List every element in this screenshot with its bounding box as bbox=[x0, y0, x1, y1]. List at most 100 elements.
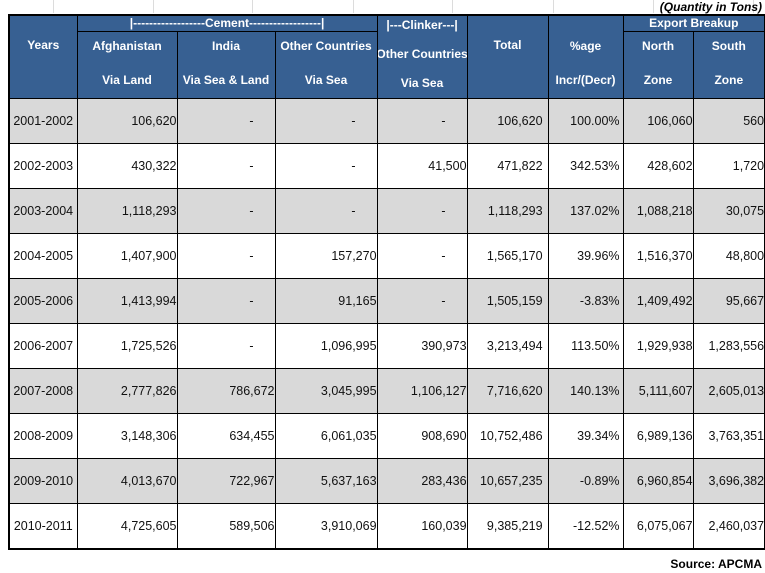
table-row: 2008-2009 3,148,306 634,455 6,061,035 908,69… bbox=[8, 413, 765, 459]
value-cell: - bbox=[274, 143, 378, 189]
value-cell: 722,967 bbox=[176, 458, 276, 504]
value-cell: 1,720 bbox=[692, 143, 765, 189]
value-cell: 1,283,556 bbox=[692, 323, 765, 369]
value-cell: 160,039 bbox=[376, 503, 468, 549]
value-cell: 10,657,235 bbox=[466, 458, 549, 504]
value-cell: 106,620 bbox=[466, 98, 549, 144]
north-zone-label: Zone bbox=[643, 73, 673, 87]
gridline bbox=[653, 0, 654, 13]
col-header-percentage: %age Incr/(Decr) bbox=[547, 14, 624, 99]
other-countries-label: Other Countries bbox=[280, 39, 372, 53]
value-cell: - bbox=[376, 188, 468, 234]
value-cell: 39.34% bbox=[547, 413, 624, 459]
value-cell: 1,413,994 bbox=[76, 278, 178, 324]
year-cell: 2009-2010 bbox=[8, 458, 78, 504]
value-cell: 30,075 bbox=[692, 188, 765, 234]
value-cell: 7,716,620 bbox=[466, 368, 549, 414]
value-cell: 2,605,013 bbox=[692, 368, 765, 414]
cement-export-table: Years |------------------Cement---------… bbox=[8, 14, 765, 550]
value-cell: 283,436 bbox=[376, 458, 468, 504]
year-cell: 2006-2007 bbox=[8, 323, 78, 369]
year-cell: 2004-2005 bbox=[8, 233, 78, 279]
value-cell: - bbox=[376, 278, 468, 324]
value-cell: - bbox=[274, 98, 378, 144]
value-cell: 2,777,826 bbox=[76, 368, 178, 414]
col-header-south-zone: South Zone bbox=[692, 31, 765, 99]
col-header-india: India Via Sea & Land bbox=[176, 31, 276, 99]
value-cell: 634,455 bbox=[176, 413, 276, 459]
clinker-via-label: Via Sea bbox=[400, 76, 444, 90]
value-cell: -3.83% bbox=[547, 278, 624, 324]
value-cell: 430,322 bbox=[76, 143, 178, 189]
table-row: 2007-2008 2,777,826 786,672 3,045,995 1,106,… bbox=[8, 368, 765, 414]
value-cell: 3,763,351 bbox=[692, 413, 765, 459]
value-cell: 589,506 bbox=[176, 503, 276, 549]
value-cell: 6,989,136 bbox=[622, 413, 694, 459]
value-cell: 6,061,035 bbox=[274, 413, 378, 459]
col-header-north-zone: North Zone bbox=[622, 31, 694, 99]
source-note: Source: APCMA bbox=[670, 557, 762, 571]
value-cell: 106,060 bbox=[622, 98, 694, 144]
south-zone-label: Zone bbox=[714, 73, 744, 87]
gridline bbox=[353, 0, 354, 13]
value-cell: 113.50% bbox=[547, 323, 624, 369]
value-cell: 100.00% bbox=[547, 98, 624, 144]
year-cell: 2003-2004 bbox=[8, 188, 78, 234]
value-cell: 428,602 bbox=[622, 143, 694, 189]
gridline bbox=[553, 0, 554, 13]
col-header-clinker-other-countries: |---Clinker---| Other Countries Via Sea bbox=[376, 14, 468, 99]
value-cell: 157,270 bbox=[274, 233, 378, 279]
value-cell: 908,690 bbox=[376, 413, 468, 459]
value-cell: 1,505,159 bbox=[466, 278, 549, 324]
years-label: Years bbox=[27, 37, 60, 52]
value-cell: - bbox=[176, 233, 276, 279]
value-cell: 1,516,370 bbox=[622, 233, 694, 279]
header-label-row: Afghanistan Via Land India Via Sea & Lan… bbox=[9, 31, 765, 99]
value-cell: 41,500 bbox=[376, 143, 468, 189]
total-label: Total bbox=[493, 37, 522, 52]
value-cell: 1,565,170 bbox=[466, 233, 549, 279]
value-cell: 39.96% bbox=[547, 233, 624, 279]
value-cell: 786,672 bbox=[176, 368, 276, 414]
value-cell: 6,960,854 bbox=[622, 458, 694, 504]
table-header: Years |------------------Cement---------… bbox=[8, 14, 765, 99]
year-cell: 2002-2003 bbox=[8, 143, 78, 189]
via-sea-land-label: Via Sea & Land bbox=[182, 73, 270, 87]
year-cell: 2005-2006 bbox=[8, 278, 78, 324]
north-label: North bbox=[642, 39, 675, 53]
gridline bbox=[153, 0, 154, 13]
value-cell: 390,973 bbox=[376, 323, 468, 369]
value-cell: -0.89% bbox=[547, 458, 624, 504]
clinker-sub-label: Other Countries bbox=[377, 47, 468, 61]
value-cell: 5,637,163 bbox=[274, 458, 378, 504]
value-cell: -12.52% bbox=[547, 503, 624, 549]
year-cell: 2007-2008 bbox=[8, 368, 78, 414]
table-row: 2003-2004 1,118,293- - -1,118,293 137.02% 1,0… bbox=[8, 188, 765, 234]
value-cell: 6,075,067 bbox=[622, 503, 694, 549]
col-group-cement: |------------------Cement---------------… bbox=[76, 14, 378, 32]
value-cell: - bbox=[274, 188, 378, 234]
col-header-years: Years bbox=[8, 14, 78, 99]
year-cell: 2010-2011 bbox=[8, 503, 78, 549]
pct-label: %age bbox=[569, 39, 602, 53]
gridline bbox=[252, 0, 253, 13]
value-cell: 1,118,293 bbox=[466, 188, 549, 234]
value-cell: - bbox=[176, 98, 276, 144]
value-cell: 137.02% bbox=[547, 188, 624, 234]
gridline bbox=[53, 0, 54, 13]
table-row: 2005-2006 1,413,994-91,165-1,505,159 -3.83… bbox=[8, 278, 765, 324]
value-cell: 140.13% bbox=[547, 368, 624, 414]
gridline bbox=[753, 0, 754, 13]
value-cell: 2,460,037 bbox=[692, 503, 765, 549]
value-cell: - bbox=[176, 278, 276, 324]
via-sea-label: Via Sea bbox=[304, 73, 348, 87]
india-label: India bbox=[211, 39, 240, 53]
value-cell: 4,725,605 bbox=[76, 503, 178, 549]
value-cell: - bbox=[376, 98, 468, 144]
value-cell: 91,165 bbox=[274, 278, 378, 324]
table-body: 2001-2002 106,620- - -106,620 100.00% 106,060… bbox=[8, 98, 765, 549]
afghanistan-label: Afghanistan bbox=[92, 39, 162, 53]
value-cell: 560 bbox=[692, 98, 765, 144]
value-cell: 1,088,218 bbox=[622, 188, 694, 234]
value-cell: 48,800 bbox=[692, 233, 765, 279]
